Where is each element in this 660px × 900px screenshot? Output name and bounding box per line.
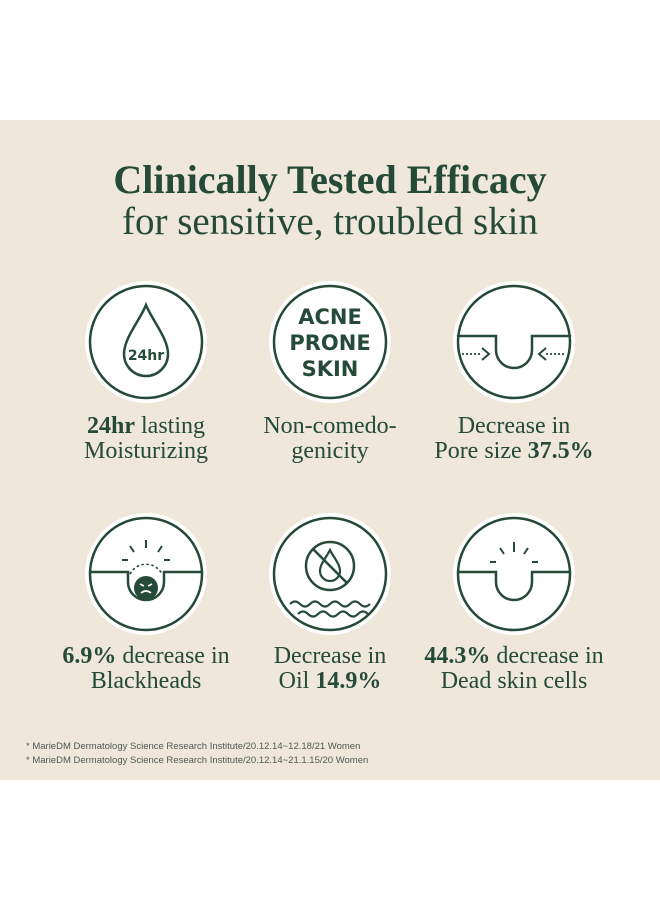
caption-oil: Decrease in Oil 14.9% — [225, 644, 435, 694]
caption-pore-size: Decrease in Pore size 37.5% — [409, 414, 619, 464]
caption-pore-plain: Pore size — [434, 438, 528, 464]
caption-non-comedo-line2: genicity — [291, 438, 369, 464]
badge-line-1: ACNE — [298, 305, 362, 329]
caption-non-comedo-line1: Non-comedo- — [263, 413, 397, 439]
caption-dead-skin: 44.3% decrease in Dead skin cells — [409, 644, 619, 694]
footnotes: * MarieDM Dermatology Science Research I… — [26, 740, 368, 768]
pore-shrink-icon — [450, 278, 578, 406]
caption-moisturizing-rest: lasting — [135, 413, 205, 439]
caption-oil-line1: Decrease in — [273, 643, 387, 669]
caption-blackheads: 6.9% decrease in Blackheads — [41, 644, 251, 694]
caption-dead-skin-value: 44.3% — [424, 643, 491, 669]
footnote-2: * MarieDM Dermatology Science Research I… — [26, 755, 369, 766]
caption-moisturizing: 24hr lasting Moisturizing — [41, 414, 251, 464]
caption-oil-plain: Oil — [278, 668, 316, 694]
caption-blackheads-plain: decrease in — [116, 643, 230, 669]
caption-pore-line1: Decrease in — [457, 413, 571, 439]
acne-prone-skin-badge-icon: ACNE PRONE SKIN — [266, 278, 394, 406]
dead-skin-cells-icon — [450, 510, 578, 638]
no-oil-icon — [266, 510, 394, 638]
caption-moisturizing-bold: 24hr — [87, 413, 135, 439]
caption-blackheads-value: 6.9% — [62, 643, 117, 669]
caption-oil-value: 14.9% — [315, 668, 382, 694]
blackhead-pore-icon — [82, 510, 210, 638]
caption-blackheads-line2: Blackheads — [90, 668, 202, 694]
footnote-1: * MarieDM Dermatology Science Research I… — [26, 741, 361, 752]
caption-moisturizing-line2: Moisturizing — [84, 438, 208, 464]
water-drop-icon: 24hr — [82, 278, 210, 406]
page-title: Clinically Tested Efficacy — [113, 157, 547, 202]
caption-pore-value: 37.5% — [527, 438, 594, 464]
badge-line-3: SKIN — [302, 357, 359, 381]
caption-non-comedogenicity: Non-comedo- genicity — [225, 414, 435, 464]
badge-line-2: PRONE — [289, 331, 370, 355]
caption-dead-skin-plain: decrease in — [490, 643, 604, 669]
drop-label: 24hr — [128, 348, 164, 364]
caption-dead-skin-line2: Dead skin cells — [440, 668, 588, 694]
efficacy-panel: Clinically Tested Efficacy for sensitive… — [0, 120, 660, 780]
page-subtitle: for sensitive, troubled skin — [122, 200, 538, 243]
